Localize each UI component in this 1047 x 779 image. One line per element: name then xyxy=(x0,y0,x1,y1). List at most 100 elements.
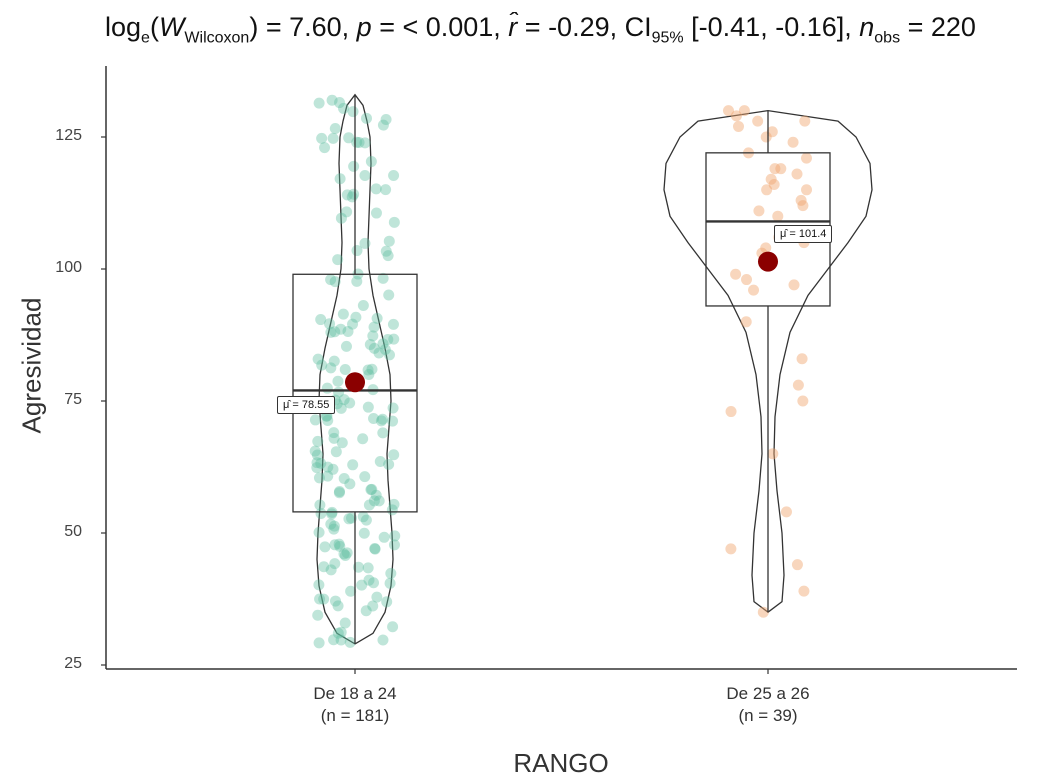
data-point xyxy=(360,514,372,526)
data-point xyxy=(360,605,372,617)
data-point xyxy=(314,593,326,605)
data-point xyxy=(368,342,380,354)
data-point xyxy=(375,415,387,427)
data-point xyxy=(360,112,372,124)
mean-point xyxy=(345,372,365,393)
data-point xyxy=(353,137,365,149)
data-point xyxy=(374,455,386,467)
data-point xyxy=(341,206,353,218)
data-point xyxy=(340,340,352,352)
data-point xyxy=(311,462,323,474)
data-point xyxy=(338,548,350,560)
data-point xyxy=(725,543,737,555)
data-point xyxy=(733,120,745,132)
data-point xyxy=(377,338,389,350)
data-point xyxy=(328,634,340,646)
data-point xyxy=(366,363,378,375)
data-point xyxy=(344,478,356,490)
data-point xyxy=(330,595,342,607)
data-point xyxy=(359,237,371,249)
data-point xyxy=(316,132,328,144)
data-point xyxy=(328,427,340,439)
data-point xyxy=(313,637,325,649)
data-point xyxy=(332,600,344,612)
data-point xyxy=(357,433,369,445)
data-point xyxy=(363,499,375,511)
y-tick-label: 75 xyxy=(64,391,82,408)
data-point xyxy=(765,173,777,185)
data-point xyxy=(363,574,375,586)
data-point xyxy=(379,344,391,356)
data-point xyxy=(382,334,394,346)
data-point xyxy=(387,415,399,427)
data-point xyxy=(359,137,371,149)
data-point xyxy=(321,382,333,394)
data-point xyxy=(309,414,321,426)
data-point xyxy=(312,609,324,621)
data-point xyxy=(387,402,399,414)
data-point xyxy=(760,131,772,143)
data-point xyxy=(347,106,359,118)
data-point xyxy=(370,489,382,501)
data-point xyxy=(388,449,400,461)
data-point xyxy=(328,355,340,367)
data-point xyxy=(334,173,346,185)
data-point xyxy=(348,188,360,200)
data-point xyxy=(325,274,337,286)
data-point xyxy=(357,511,369,523)
data-point xyxy=(367,600,379,612)
data-point xyxy=(311,449,323,461)
data-point xyxy=(335,323,347,335)
data-point xyxy=(329,326,341,338)
data-point xyxy=(333,487,345,499)
data-point xyxy=(341,189,353,201)
data-point xyxy=(365,484,377,496)
data-point xyxy=(357,299,369,311)
data-point xyxy=(370,207,382,219)
data-point xyxy=(319,142,331,154)
data-point xyxy=(343,132,355,144)
data-point xyxy=(362,364,374,376)
data-point xyxy=(383,235,395,247)
data-point xyxy=(363,368,375,380)
data-point xyxy=(335,212,347,224)
data-point xyxy=(799,115,811,127)
data-point xyxy=(309,445,321,457)
data-point xyxy=(368,321,380,333)
data-point xyxy=(312,435,324,447)
data-point xyxy=(332,627,344,639)
data-point xyxy=(347,318,359,330)
data-point xyxy=(371,591,383,603)
data-point xyxy=(757,606,769,618)
data-point xyxy=(380,184,392,196)
data-point xyxy=(788,279,800,291)
data-point xyxy=(780,506,792,518)
x-tick-group-name: De 18 a 24 xyxy=(313,684,397,703)
data-point xyxy=(761,184,773,196)
data-point xyxy=(730,268,742,280)
y-axis-title: Agresividad xyxy=(16,297,47,434)
data-point xyxy=(338,394,350,406)
data-point xyxy=(797,200,809,212)
data-point xyxy=(386,504,398,516)
data-point xyxy=(315,457,327,469)
data-point xyxy=(312,353,324,365)
data-point xyxy=(347,459,359,471)
y-tick-label: 25 xyxy=(64,655,82,672)
data-point xyxy=(787,136,799,148)
data-point xyxy=(373,347,385,359)
data-point xyxy=(768,179,780,191)
data-point xyxy=(387,621,399,633)
data-point xyxy=(760,242,772,254)
data-point xyxy=(388,170,400,182)
data-point xyxy=(324,318,336,330)
data-point xyxy=(337,308,349,320)
mean-label: μ̂ = 78.55 xyxy=(277,396,336,415)
x-tick-label: De 18 a 24 (n = 181) xyxy=(275,683,435,727)
data-point xyxy=(329,539,341,551)
x-tick-label: De 25 a 26 (n = 39) xyxy=(688,683,848,727)
data-point xyxy=(332,254,344,266)
data-point xyxy=(373,495,385,507)
data-point xyxy=(335,626,347,638)
data-point xyxy=(328,432,340,444)
